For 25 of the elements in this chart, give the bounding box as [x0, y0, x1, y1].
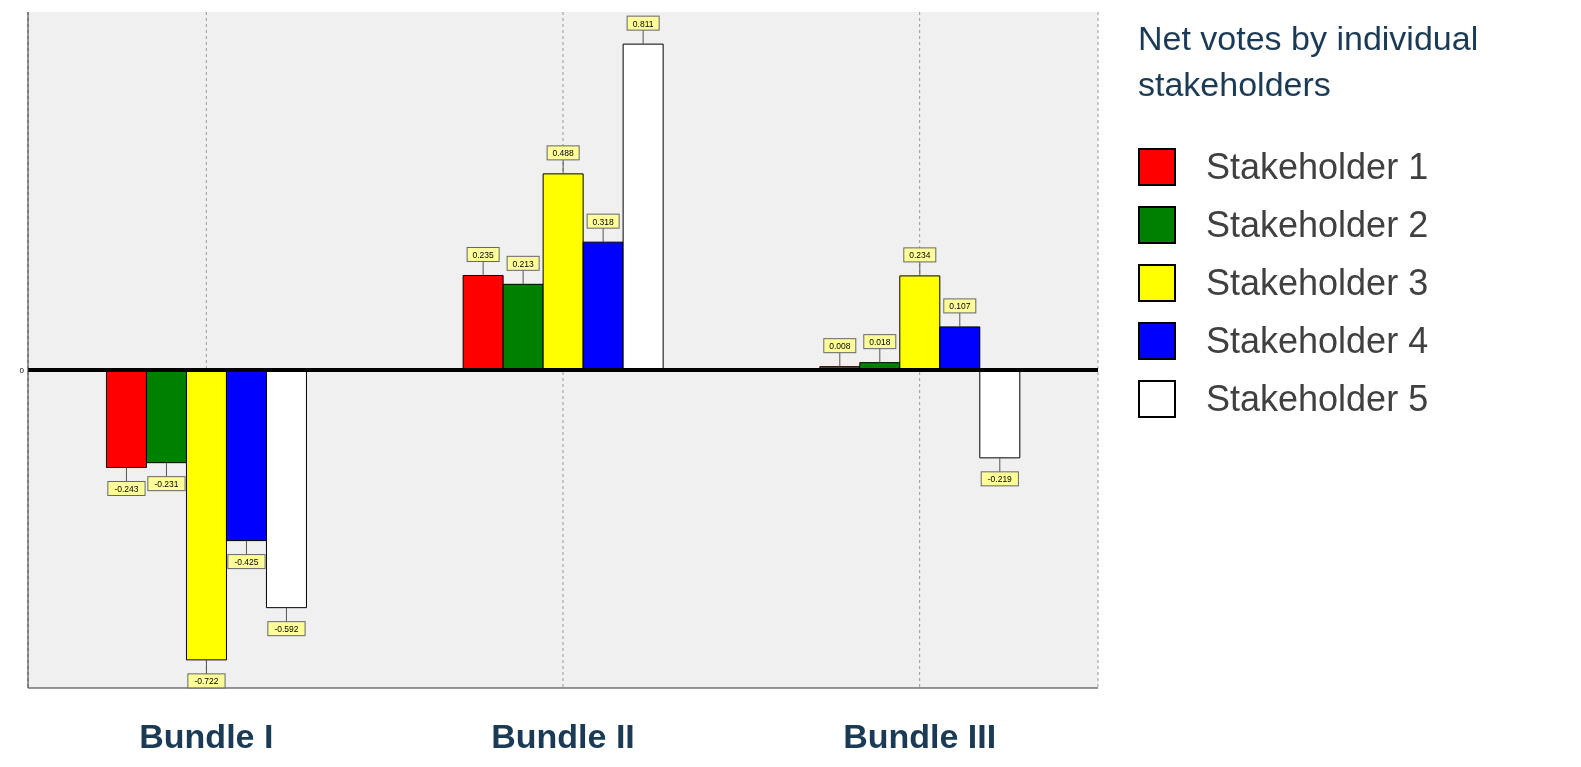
data-label: 0.213	[512, 258, 535, 269]
data-label: -0.722	[194, 676, 219, 687]
data-label: -0.243	[114, 483, 139, 494]
data-label: -0.231	[154, 479, 179, 490]
ref-line-label: 0	[19, 365, 25, 375]
x-tick-label: Bundle II	[491, 717, 635, 756]
data-label: 0.235	[472, 249, 495, 260]
data-label: 0.008	[829, 341, 851, 352]
legend-label: Stakeholder 5	[1206, 377, 1429, 420]
legend-title: Net votes by individual stakeholders	[1138, 18, 1480, 105]
x-tick-label: Bundle III	[843, 717, 997, 756]
data-label: 0.488	[552, 148, 575, 159]
legend-label: Stakeholder 4	[1206, 319, 1429, 362]
data-label: 0.018	[869, 337, 891, 348]
data-label: -0.425	[234, 557, 259, 568]
data-label: 0.234	[909, 250, 931, 261]
legend-label: Stakeholder 3	[1206, 261, 1429, 304]
data-label: 0.811	[632, 18, 654, 29]
data-label: 0.107	[949, 301, 971, 312]
x-tick-label: Bundle I	[139, 717, 274, 756]
data-label: -0.592	[274, 624, 299, 635]
data-label: 0.318	[592, 216, 615, 227]
data-label: -0.219	[987, 474, 1013, 485]
legend-label: Stakeholder 1	[1206, 145, 1429, 188]
legend-label: Stakeholder 2	[1206, 203, 1429, 246]
